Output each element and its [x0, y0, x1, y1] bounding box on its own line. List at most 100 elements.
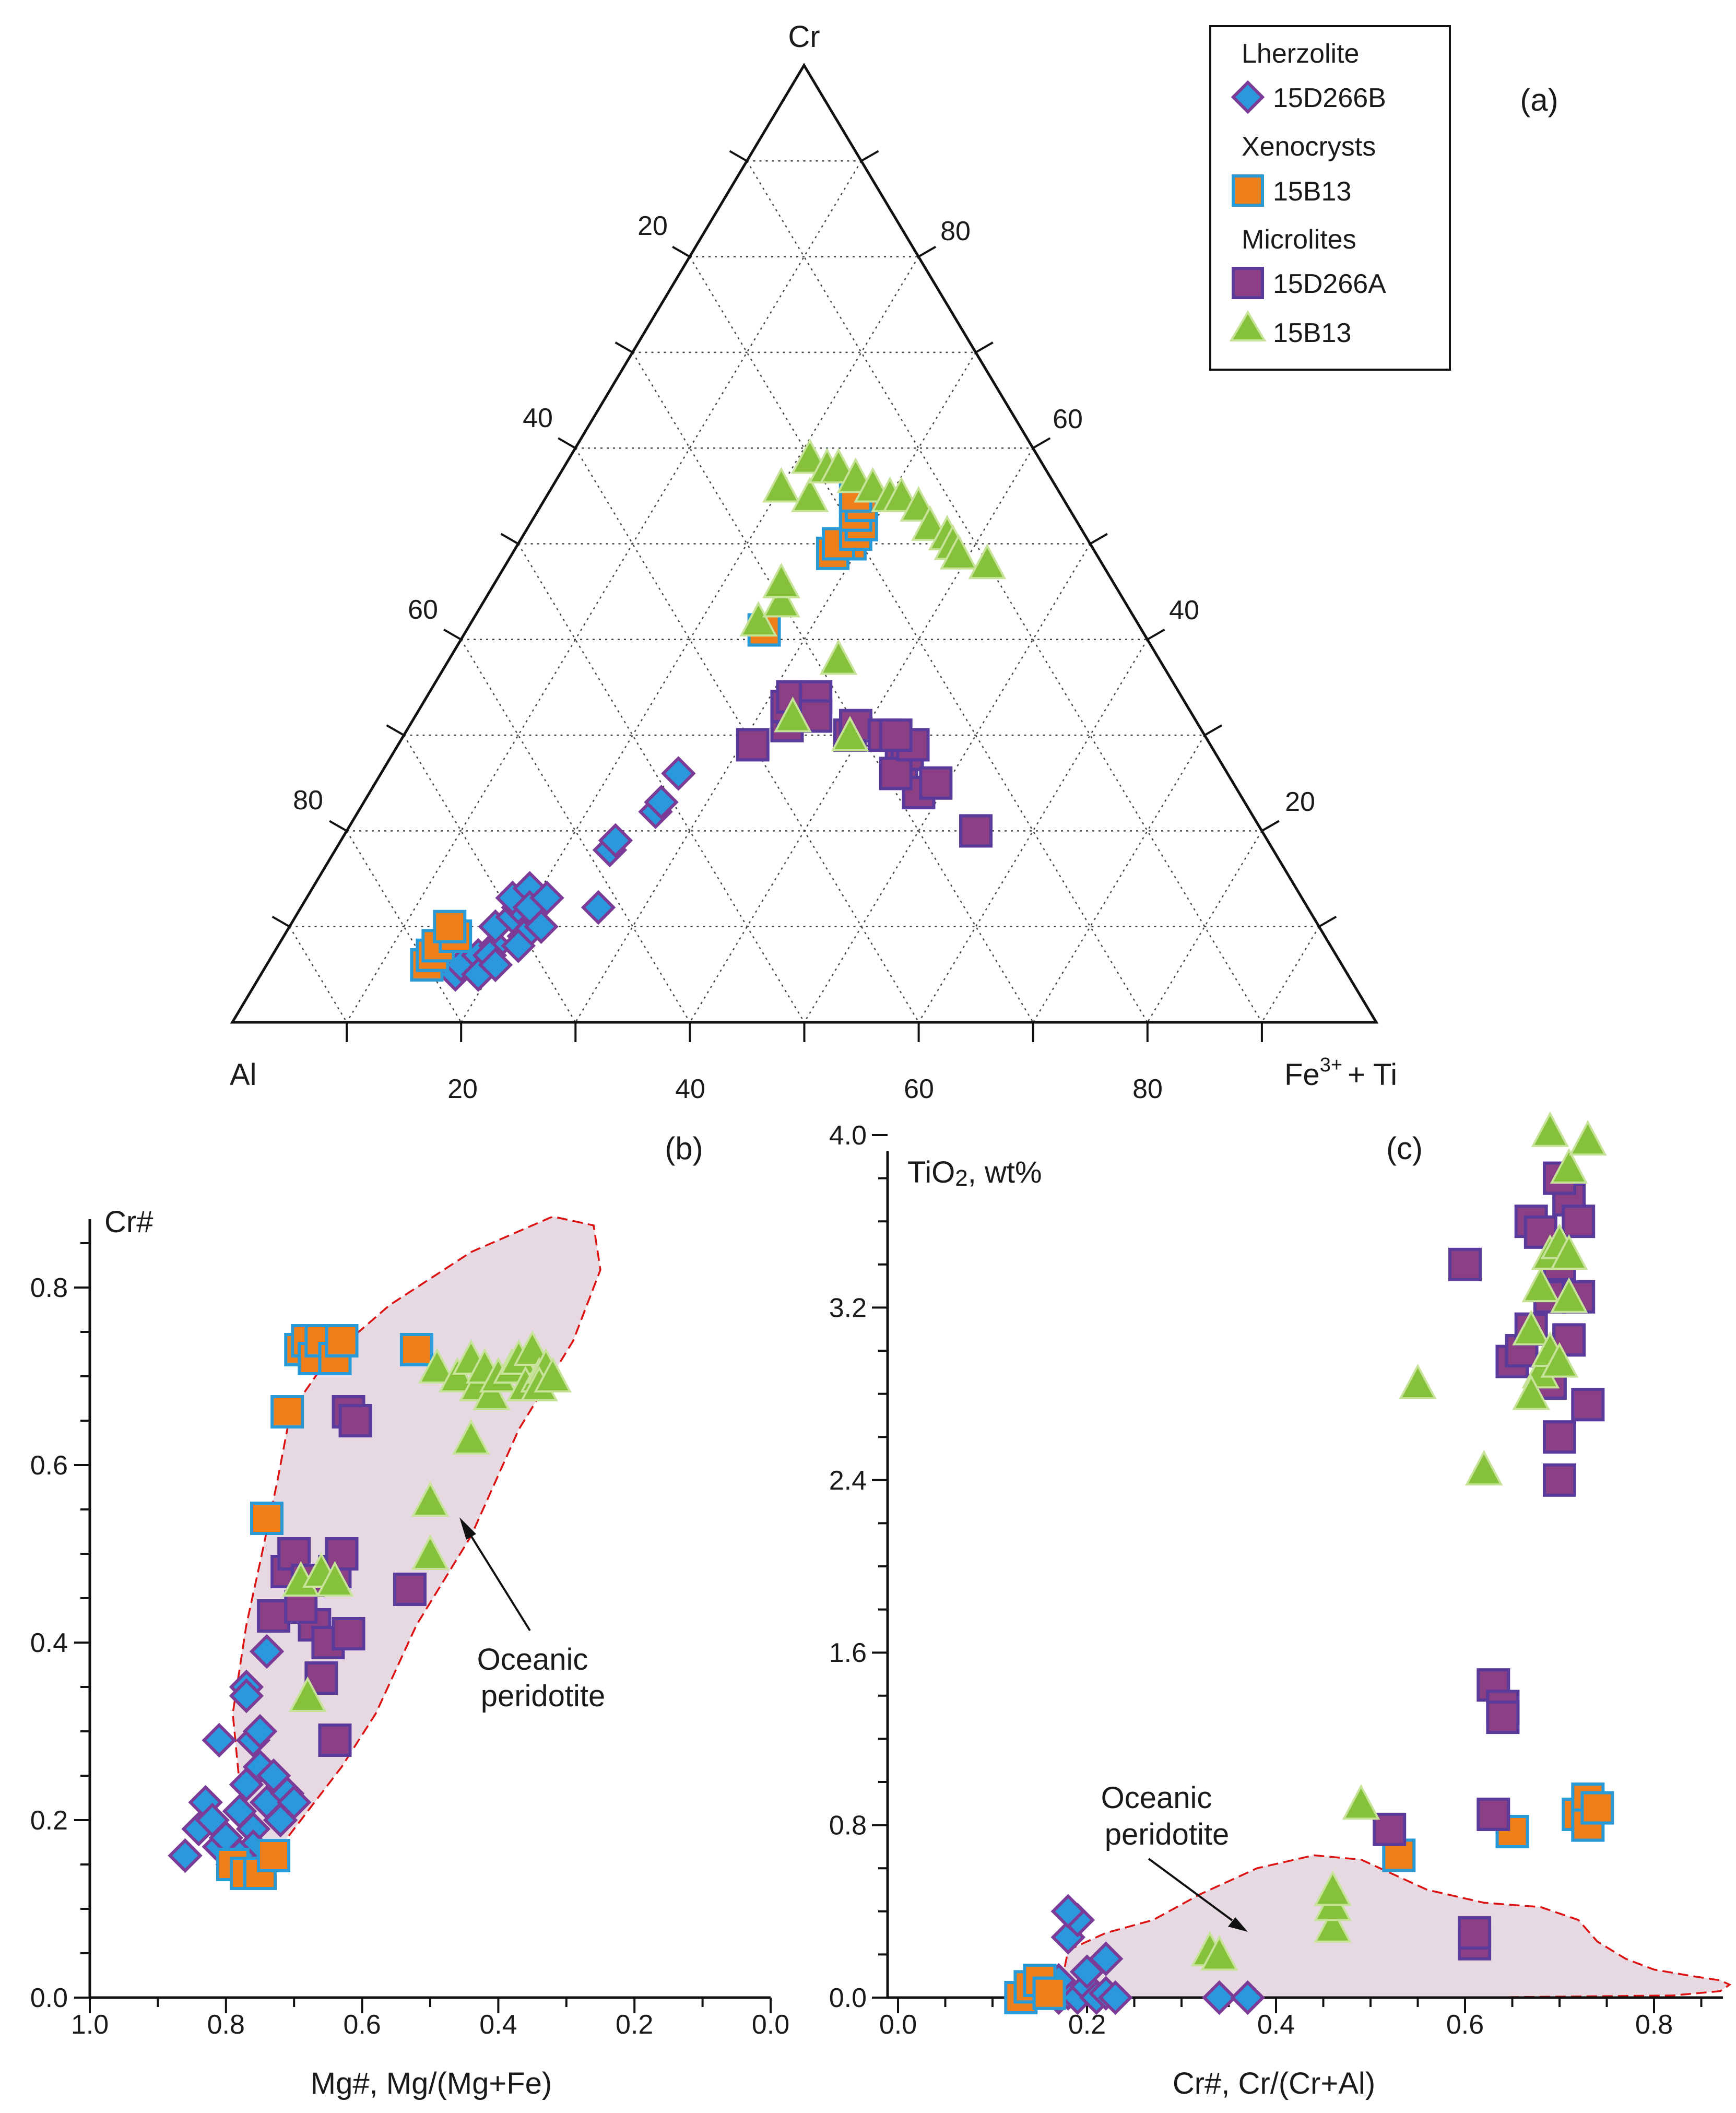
- legend-group-xenocrysts: Xenocrysts: [1242, 132, 1376, 162]
- point-c-15D266A: [1486, 1701, 1520, 1734]
- b-y-tick-label: 0.4: [30, 1628, 68, 1658]
- b-ticks: 1.0 0.8 0.6 0.4 0.2 0.0 0.0 0.2 0.4 0.6 0.8: [30, 1242, 789, 2040]
- tick-label-right-60: 60: [1053, 404, 1083, 434]
- point-c-15D266A: [1543, 1420, 1576, 1454]
- tick-left: [386, 724, 405, 736]
- panel-b: 1.0 0.8 0.6 0.4 0.2 0.0 0.0 0.2 0.4 0.6 0.8 Cr# Mg…: [30, 1131, 789, 2100]
- b-x-tick-label: 0.4: [479, 2010, 517, 2040]
- tick-label-right-20: 20: [1285, 787, 1315, 817]
- c-x-tick-label: 0.8: [1635, 2010, 1673, 2040]
- point-a-15D266B: [644, 785, 679, 820]
- point-a-15B13-microlites: [819, 639, 858, 675]
- tick-left: [558, 437, 576, 449]
- c-y-tick-label: 1.6: [829, 1638, 867, 1668]
- c-x-label: Cr#, Cr/(Cr+Al): [1173, 2067, 1375, 2100]
- tick-label-right-80: 80: [940, 216, 971, 246]
- ternary-frame: [230, 63, 1379, 1024]
- point-b-15D266A: [318, 1724, 352, 1757]
- tick-right: [860, 150, 879, 162]
- b-annotation-arrow: [459, 1517, 531, 1632]
- point-c-15D266A: [1458, 1916, 1492, 1950]
- point-b-15D266A: [338, 1404, 372, 1437]
- point-a-15B13-microlites: [790, 476, 829, 512]
- point-a-15B13-xenocrysts: [433, 910, 467, 943]
- point-c-15D266A: [1571, 1388, 1605, 1422]
- b-y-tick-label: 0.0: [30, 1983, 68, 2013]
- legend-group-microlites: Microlites: [1242, 225, 1356, 255]
- point-c-15B13-microlites: [1512, 1309, 1551, 1345]
- point-b-15B13-microlites: [288, 1676, 327, 1712]
- c-y-tick-label: 0.8: [829, 1811, 867, 1841]
- oceanic-peridotite-field-c: [1057, 1854, 1732, 1999]
- point-c-15D266B: [1230, 1980, 1265, 2015]
- point-b-15D266B: [242, 1714, 278, 1749]
- point-c-15B13-xenocrysts: [1032, 1976, 1066, 2010]
- ternary-points: [410, 438, 1007, 992]
- b-x-label: Mg#, Mg/(Mg+Fe): [311, 2067, 552, 2100]
- point-b-15B13-xenocrysts: [399, 1333, 433, 1366]
- legend-diamond-icon: [1231, 80, 1265, 114]
- point-b-15B13-xenocrysts: [257, 1839, 291, 1872]
- point-b-15D266B: [249, 1634, 285, 1669]
- point-c-15B13-microlites: [1568, 1120, 1607, 1156]
- tick-left: [500, 533, 519, 545]
- c-y-tick-label: 2.4: [829, 1466, 867, 1496]
- point-b-15B13-microlites: [513, 1330, 551, 1366]
- tick-label-left-80: 80: [293, 785, 323, 816]
- point-c-15B13-microlites: [1200, 1935, 1238, 1971]
- point-b-15B13-microlites: [411, 1481, 450, 1517]
- ternary-gridlines: [289, 160, 1320, 1023]
- point-c-15B13-microlites: [1342, 1784, 1380, 1820]
- apex-label-al: Al: [230, 1058, 257, 1092]
- legend-item-15B13-micro: 15B13: [1273, 318, 1351, 348]
- legend-triangle-icon: [1229, 310, 1267, 341]
- point-a-15D266B: [598, 823, 633, 858]
- tick-label-right-40: 40: [1169, 595, 1199, 625]
- point-c-15B13-microlites: [1399, 1363, 1437, 1399]
- point-a-15B13-microlites: [762, 467, 800, 503]
- point-c-15D266A: [1448, 1247, 1482, 1281]
- point-b-15D266A: [332, 1617, 365, 1650]
- c-annotation-arrow: [1148, 1858, 1248, 1932]
- point-b-15B13-microlites: [418, 1348, 456, 1384]
- tick-label-left-40: 40: [523, 403, 553, 433]
- point-a-15D266A: [879, 718, 913, 752]
- tick-left: [615, 341, 633, 353]
- grid-al-30: [632, 352, 1034, 1023]
- point-c-15D266A: [1543, 1463, 1576, 1497]
- panel-label-c: (c): [1386, 1131, 1423, 1166]
- legend-item-15D266A: 15D266A: [1273, 269, 1386, 299]
- point-b-15B13-xenocrysts: [325, 1324, 359, 1357]
- b-x-tick-label: 0.6: [343, 2010, 381, 2040]
- panel-label-b: (b): [665, 1131, 703, 1166]
- b-y-tick-label: 0.6: [30, 1450, 68, 1481]
- point-c-15D266B: [1050, 1894, 1086, 1929]
- point-b-15D266B: [168, 1838, 203, 1873]
- c-y-label: TiO2, wt%: [907, 1155, 1042, 1191]
- point-b-15B13-microlites: [411, 1534, 450, 1570]
- grid-fe-30: [575, 352, 976, 1023]
- point-b-15B13-microlites: [316, 1561, 354, 1597]
- panel-a-ternary: Cr Al Fe3+ + Ti 20 40 60 80 80 60 40 20 2…: [230, 20, 1558, 1104]
- apex-label-cr: Cr: [788, 20, 820, 54]
- c-x-tick-label: 0.2: [1068, 2010, 1106, 2040]
- tick-label-bottom-80: 80: [1132, 1074, 1163, 1104]
- tick-right: [1032, 437, 1051, 449]
- point-a-15B13-microlites: [939, 534, 978, 570]
- grid-fe-10: [346, 160, 862, 1023]
- grid-al-60: [460, 639, 691, 1023]
- b-x-tick-label: 1.0: [71, 2010, 109, 2040]
- b-y-tick-label: 0.8: [30, 1273, 68, 1303]
- point-b-15D266A: [325, 1537, 359, 1571]
- c-y-tick-label: 4.0: [829, 1120, 867, 1151]
- point-b-15B13-microlites: [473, 1374, 511, 1410]
- point-c-15B13-microlites: [1465, 1449, 1503, 1486]
- tick-right: [1204, 724, 1223, 736]
- c-ticks: 0.0 0.2 0.4 0.6 0.8 0.0 0.8 1.6 2.4 3.2 4.0: [829, 1120, 1703, 2040]
- panel-c: 0.0 0.2 0.4 0.6 0.8 0.0 0.8 1.6 2.4 3.2 4.0 TiO2, …: [829, 1111, 1732, 2100]
- point-a-15D266B: [581, 890, 616, 925]
- grid-al-90: [289, 926, 348, 1023]
- grid-al-50: [517, 543, 805, 1023]
- tick-left: [672, 245, 691, 258]
- b-x-tick-label: 0.8: [207, 2010, 245, 2040]
